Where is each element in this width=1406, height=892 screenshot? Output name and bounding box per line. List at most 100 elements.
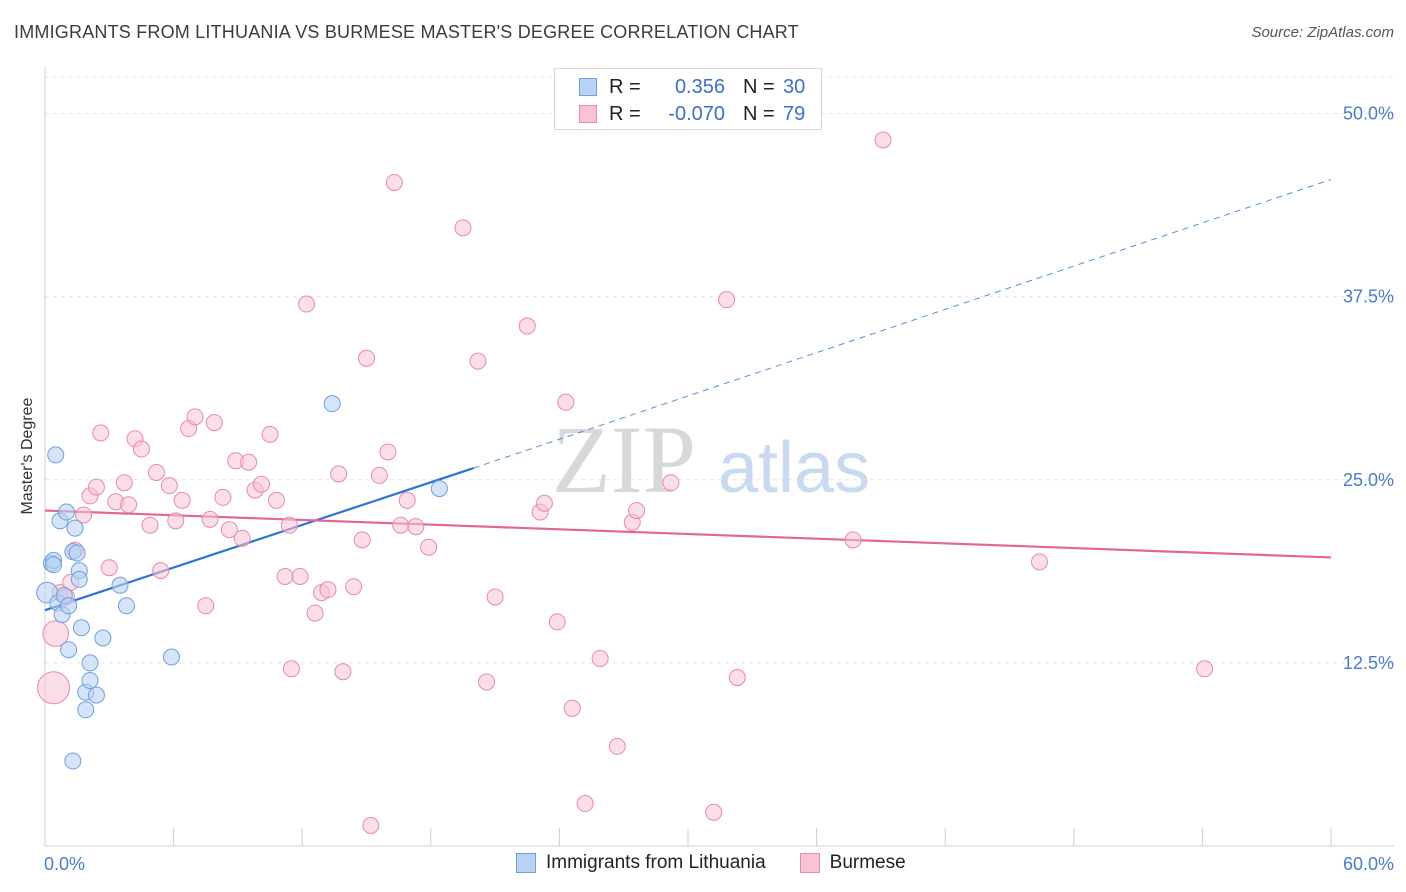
lithuania-point: [72, 619, 90, 637]
burmese-point: [454, 219, 472, 237]
burmese-point: [330, 465, 348, 483]
burmese-point: [92, 424, 110, 442]
burmese-point: [628, 502, 646, 520]
legend-n-label: N =: [743, 75, 775, 98]
y-tick-label: 12.5%: [1343, 653, 1394, 673]
burmese-point: [167, 512, 185, 530]
burmese-point: [132, 440, 150, 458]
burmese-point: [705, 803, 723, 821]
lithuania-point: [117, 597, 135, 615]
burmese-point: [1031, 553, 1049, 571]
lithuania-point: [68, 544, 86, 562]
burmese-point: [261, 425, 279, 443]
burmese-point: [563, 699, 581, 717]
source-credit: Source: ZipAtlas.com: [1251, 24, 1394, 41]
x-tick-label-max: 60.0%: [1343, 854, 1394, 874]
burmese-point: [152, 562, 170, 580]
burmese-point: [115, 474, 133, 492]
burmese-point: [844, 531, 862, 549]
burmese-point: [576, 795, 594, 813]
lithuania-point: [81, 654, 99, 672]
legend-swatch-lithuania: [516, 853, 536, 873]
burmese-point: [557, 393, 575, 411]
x-tick-label-min: 0.0%: [44, 854, 85, 874]
burmese-point: [469, 352, 487, 370]
legend-label-burmese: Burmese: [829, 852, 906, 873]
lithuania-trend-extension: [473, 179, 1332, 469]
burmese-point: [1196, 660, 1214, 678]
y-tick-label: 37.5%: [1343, 287, 1394, 307]
lithuania-point: [87, 686, 105, 704]
lithuania-point: [64, 752, 82, 770]
burmese-point: [282, 660, 300, 678]
burmese-point: [220, 521, 238, 539]
burmese-points: [37, 131, 1214, 834]
burmese-point: [160, 477, 178, 495]
watermark-zip: ZIP: [552, 406, 696, 513]
burmese-point: [319, 581, 337, 599]
burmese-point: [141, 516, 159, 534]
burmese-point: [186, 408, 204, 426]
legend-r-value: -0.070: [668, 102, 725, 125]
y-tick-label: 25.0%: [1343, 470, 1394, 490]
watermark: ZIP atlas: [552, 406, 870, 513]
legend-row-burmese: R = -0.070 N = 79: [579, 102, 805, 126]
burmese-point: [345, 578, 363, 596]
legend-label-lithuania: Immigrants from Lithuania: [546, 852, 766, 873]
burmese-point: [197, 597, 215, 615]
burmese-point: [297, 295, 315, 313]
burmese-point: [201, 510, 219, 528]
lithuania-point: [77, 701, 95, 719]
legend-n-label: N =: [743, 102, 775, 125]
burmese-point: [385, 173, 403, 191]
legend-swatch-burmese: [799, 853, 820, 873]
axes: [44, 67, 1394, 847]
burmese-point: [280, 516, 298, 534]
burmese-point: [478, 673, 496, 691]
x-tick-labels: 0.0% 60.0%: [44, 854, 1394, 874]
legend-n-value: 30: [783, 75, 806, 98]
burmese-point: [173, 491, 191, 509]
burmese-point: [392, 516, 410, 534]
correlation-legend: R = 0.356 N = 30 R = -0.070 N = 79: [554, 68, 822, 130]
lithuania-point: [66, 519, 84, 537]
lithuania-point: [70, 570, 88, 588]
y-tick-label: 50.0%: [1343, 104, 1394, 124]
burmese-trend-line: [44, 509, 1332, 559]
burmese-point: [362, 816, 380, 834]
burmese-point: [370, 466, 388, 484]
burmese-point: [75, 506, 93, 524]
burmese-point: [728, 669, 746, 687]
lithuania-point: [60, 641, 78, 659]
burmese-point: [233, 529, 251, 547]
burmese-point: [548, 613, 566, 631]
burmese-point: [591, 650, 609, 668]
lithuania-point: [323, 395, 341, 413]
lithuania-point: [94, 629, 112, 647]
burmese-point: [608, 737, 626, 755]
lithuania-point: [57, 503, 75, 521]
legend-item-burmese[interactable]: Burmese: [799, 852, 906, 874]
burmese-point: [398, 491, 416, 509]
legend-item-lithuania[interactable]: Immigrants from Lithuania: [516, 852, 766, 874]
legend-swatch-lithuania: [579, 78, 597, 96]
burmese-point: [276, 567, 294, 585]
burmese-point: [42, 620, 70, 647]
lithuania-point: [111, 576, 129, 594]
burmese-point: [306, 604, 324, 622]
burmese-point: [147, 463, 165, 481]
y-tick-labels: 12.5% 25.0% 37.5% 50.0%: [1343, 104, 1394, 673]
lithuania-point: [430, 480, 448, 498]
lithuania-point: [47, 446, 65, 464]
legend-r-label: R =: [609, 102, 641, 125]
burmese-point: [252, 475, 270, 493]
legend-r-label: R =: [609, 75, 641, 98]
burmese-point: [379, 443, 397, 461]
burmese-point: [518, 317, 536, 335]
lithuania-point: [162, 648, 180, 666]
chart-title: IMMIGRANTS FROM LITHUANIA VS BURMESE MAS…: [14, 22, 799, 42]
lithuania-point: [60, 597, 78, 615]
burmese-point: [120, 496, 138, 514]
burmese-point: [205, 414, 223, 432]
